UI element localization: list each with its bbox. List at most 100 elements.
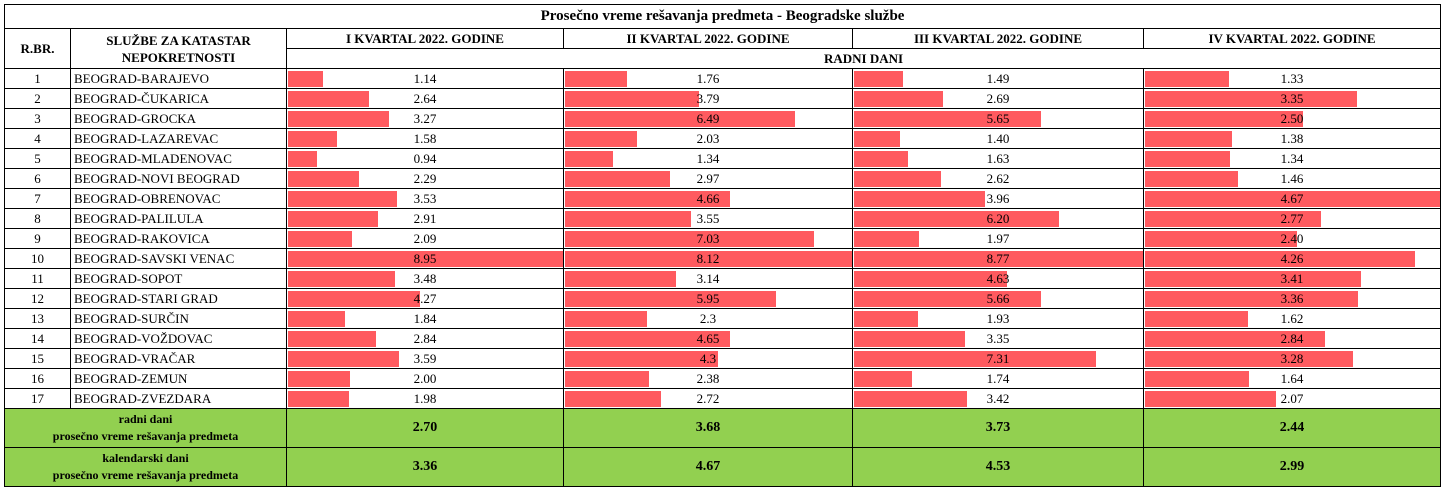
value-cell: 1.33: [1142, 68, 1442, 89]
data-bar: [288, 71, 324, 87]
row-number: 10: [4, 248, 71, 269]
data-bar: [1145, 251, 1416, 267]
quarter-header-2: II KVARTAL 2022. GODINE: [563, 28, 853, 49]
service-name: BEOGRAD-BARAJEVO: [70, 68, 287, 89]
report-table: Prosečno vreme rešavanja predmeta - Beog…: [3, 4, 1442, 487]
value-label: 5.95: [696, 291, 720, 306]
value-label: 1.84: [413, 311, 437, 326]
data-bar: [1145, 211, 1321, 227]
data-bar: [565, 311, 647, 327]
row-number: 17: [4, 388, 71, 409]
value-cell: 1.64: [1142, 368, 1442, 389]
data-bar: [854, 271, 1008, 287]
value-label: 1.97: [986, 231, 1010, 246]
value-label: 1.46: [1280, 171, 1304, 186]
row-number: 1: [4, 68, 71, 89]
value-cell: 3.36: [1142, 288, 1442, 309]
value-label: 2.97: [696, 171, 720, 186]
value-label: 3.36: [1280, 291, 1304, 306]
value-cell: 3.35: [1142, 88, 1442, 109]
value-label: 2.07: [1280, 391, 1304, 406]
value-cell: 1.98: [286, 388, 564, 409]
value-cell: 8.77: [852, 248, 1144, 269]
value-cell: 3.48: [286, 268, 564, 289]
value-cell: 1.93: [852, 308, 1144, 329]
data-bar: [1145, 91, 1358, 107]
summary-value: 4.67: [563, 447, 853, 487]
data-bar: [1145, 231, 1298, 247]
data-bar: [854, 171, 941, 187]
value-cell: 3.96: [852, 188, 1144, 209]
value-label: 2.29: [413, 171, 437, 186]
data-bar: [565, 71, 628, 87]
data-bar: [854, 111, 1041, 127]
summary-value: 3.36: [286, 447, 564, 487]
data-bar: [1145, 171, 1238, 187]
value-label: 2.03: [696, 131, 720, 146]
data-bar: [1145, 131, 1233, 147]
table-title: Prosečno vreme rešavanja predmeta - Beog…: [3, 4, 1442, 29]
data-bar: [565, 331, 730, 347]
table-row: 11 BEOGRAD-SOPOT 3.48 3.14 4.63 3.41: [4, 268, 1442, 289]
service-name: BEOGRAD-SURČIN: [70, 308, 287, 329]
value-label: 4.63: [986, 271, 1010, 286]
value-cell: 1.46: [1142, 168, 1442, 189]
value-cell: 3.59: [286, 348, 564, 369]
service-name: BEOGRAD-PALILULA: [70, 208, 287, 229]
value-cell: 3.42: [852, 388, 1144, 409]
data-bar: [288, 171, 359, 187]
value-cell: 8.12: [563, 248, 853, 269]
value-label: 2.50: [1280, 111, 1304, 126]
summary-label-line1: radni dani: [118, 412, 173, 426]
value-label: 5.65: [986, 111, 1010, 126]
row-number: 4: [4, 128, 71, 149]
value-label: 3.53: [413, 191, 437, 206]
value-label: 8.12: [696, 251, 720, 266]
value-cell: 3.41: [1142, 268, 1442, 289]
value-label: 1.93: [986, 311, 1010, 326]
value-label: 3.48: [413, 271, 437, 286]
value-label: 3.59: [413, 351, 437, 366]
value-label: 3.96: [986, 191, 1010, 206]
value-label: 2.77: [1280, 211, 1304, 226]
value-cell: 2.03: [563, 128, 853, 149]
summary-label-line1: kalendarski dani: [102, 451, 189, 465]
table-row: 6 BEOGRAD-NOVI BEOGRAD 2.29 2.97 2.62 1.46: [4, 168, 1442, 189]
table-row: 7 BEOGRAD-OBRENOVAC 3.53 4.66 3.96 4.67: [4, 188, 1442, 209]
value-cell: 1.40: [852, 128, 1144, 149]
data-bar: [288, 91, 370, 107]
summary-label-line2: prosečno vreme rešavanja predmeta: [52, 468, 239, 482]
service-name: BEOGRAD-VOŽDOVAC: [70, 328, 287, 349]
data-bar: [854, 351, 1096, 367]
data-bar: [288, 351, 399, 367]
table-row: 15 BEOGRAD-VRAČAR 3.59 4.3 7.31 3.28: [4, 348, 1442, 369]
data-bar: [1145, 291, 1359, 307]
data-bar: [565, 391, 662, 407]
data-bar: [1145, 391, 1277, 407]
value-cell: 8.95: [286, 248, 564, 269]
value-cell: 5.66: [852, 288, 1144, 309]
table-row: 14 BEOGRAD-VOŽDOVAC 2.84 4.65 3.35 2.84: [4, 328, 1442, 349]
value-label: 3.27: [413, 111, 437, 126]
value-cell: 1.84: [286, 308, 564, 329]
data-bar: [288, 371, 350, 387]
data-bar: [288, 211, 378, 227]
row-number: 15: [4, 348, 71, 369]
summary-label: kalendarski dani prosečno vreme rešavanja…: [4, 447, 287, 487]
value-label: 7.31: [986, 351, 1010, 366]
value-cell: 2.40: [1142, 228, 1442, 249]
data-bar: [565, 111, 796, 127]
data-bar: [565, 211, 691, 227]
value-label: 0.94: [413, 151, 437, 166]
value-cell: 2.84: [286, 328, 564, 349]
value-label: 2.69: [986, 91, 1010, 106]
data-bar: [854, 91, 943, 107]
value-label: 1.34: [1280, 151, 1304, 166]
value-label: 4.27: [413, 291, 437, 306]
data-bar: [288, 291, 420, 307]
summary-value: 4.53: [852, 447, 1144, 487]
row-number: 8: [4, 208, 71, 229]
summary-value: 3.68: [563, 408, 853, 448]
data-bar: [1145, 351, 1353, 367]
data-bar: [1145, 71, 1230, 87]
